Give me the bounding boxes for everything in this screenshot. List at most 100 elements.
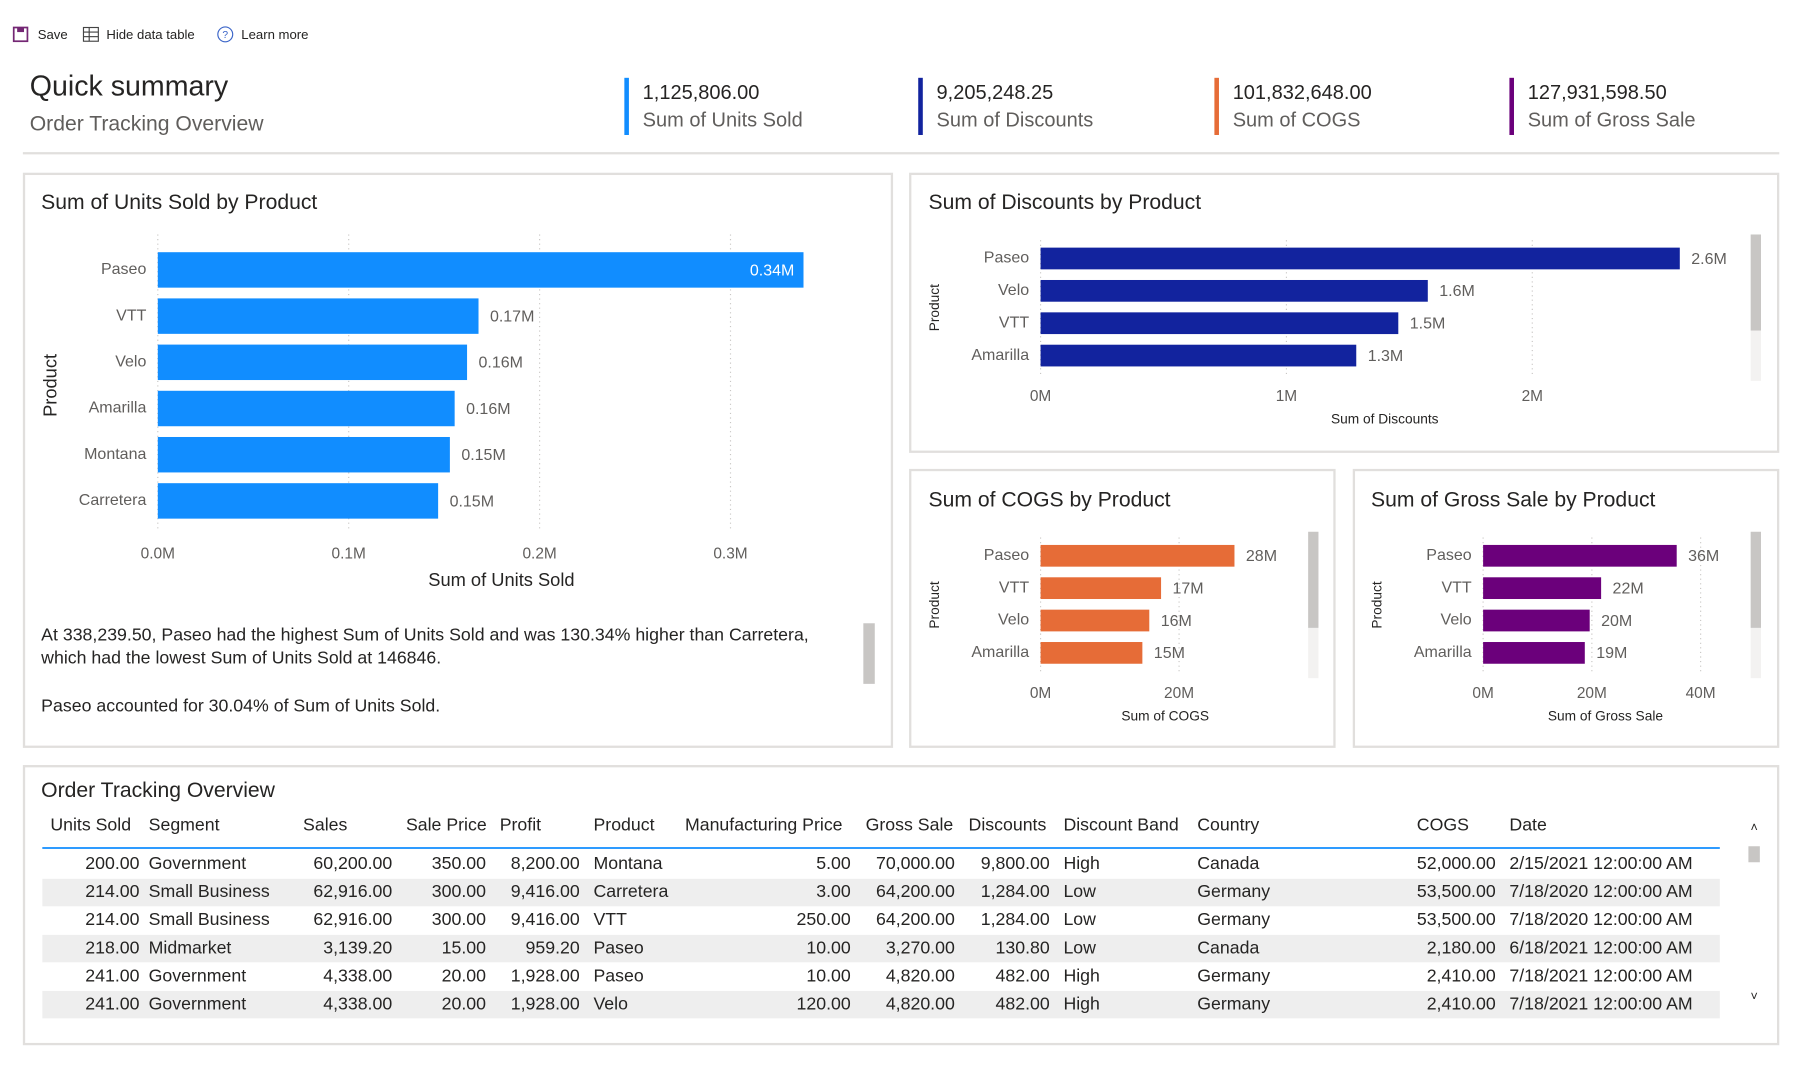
table-cell: Velo	[593, 993, 628, 1013]
table-cell: 241.00	[85, 993, 139, 1013]
column-header[interactable]: Discount Band	[1063, 814, 1178, 834]
bar	[1040, 312, 1399, 335]
save-icon-detail	[17, 27, 25, 33]
table-cell: 4,338.00	[323, 993, 392, 1013]
value-label: 0.17M	[490, 308, 534, 325]
row-stripe	[42, 934, 1720, 963]
value-label: 36M	[1688, 548, 1719, 565]
x-tick-label: 0.0M	[141, 546, 175, 563]
table-cell: Carretera	[593, 881, 668, 901]
category-label: Montana	[84, 446, 146, 463]
x-tick-label: 0.2M	[522, 546, 556, 563]
value-label: 0.16M	[466, 401, 510, 418]
category-label: Paseo	[984, 547, 1029, 564]
kpi-label: Sum of Units Sold	[643, 110, 803, 132]
narrative-box: At 338,239.50, Paseo had the highest Sum…	[41, 625, 809, 716]
x-axis-title: Sum of COGS	[1121, 709, 1209, 724]
learn-more-button[interactable]: Learn more	[241, 27, 308, 42]
bar	[1040, 609, 1150, 632]
column-header[interactable]: Product	[593, 814, 654, 834]
x-tick-label: 0M	[1472, 685, 1493, 702]
scroll-up[interactable]: ˄	[1750, 820, 1757, 834]
value-label: 16M	[1161, 613, 1192, 630]
y-axis-title: Product	[39, 354, 60, 417]
table-cell: High	[1063, 965, 1099, 985]
value-label: 17M	[1173, 581, 1204, 598]
column-header[interactable]: Date	[1509, 814, 1547, 834]
table-cell: High	[1063, 993, 1099, 1013]
value-label: 1.6M	[1439, 283, 1475, 300]
x-tick-label: 1M	[1276, 388, 1297, 405]
page-subtitle: Order Tracking Overview	[30, 112, 265, 135]
category-label: Velo	[1441, 612, 1472, 629]
category-label: VTT	[999, 314, 1029, 331]
chart-title: Sum of Units Sold by Product	[41, 191, 317, 214]
scrollbar-thumb[interactable]	[1750, 531, 1761, 628]
bar	[1483, 577, 1602, 600]
y-axis-title: Product	[927, 581, 942, 628]
row-stripe	[42, 990, 1720, 1019]
category-label: Carretera	[79, 492, 147, 509]
kpi-label: Sum of Gross Sale	[1528, 110, 1696, 132]
bar	[157, 252, 804, 288]
table-cell: 959.20	[526, 937, 580, 957]
scrollbar-thumb[interactable]	[1750, 234, 1761, 331]
kpi-value: 127,931,598.50	[1528, 82, 1667, 104]
bar	[1040, 279, 1428, 302]
help-icon-mark: ?	[222, 30, 228, 41]
scrollbar-thumb[interactable]	[1308, 531, 1319, 628]
table-cell: Government	[149, 853, 247, 873]
help-icon	[217, 26, 234, 43]
y-axis-title: Product	[927, 284, 942, 331]
table-cell: Paseo	[593, 937, 643, 957]
column-header[interactable]: Gross Sale	[866, 814, 954, 834]
column-header[interactable]: COGS	[1417, 814, 1469, 834]
category-label: Velo	[115, 354, 146, 371]
table-cell: 218.00	[85, 937, 139, 957]
kpi-accent	[1214, 77, 1219, 135]
table-cell: Low	[1063, 909, 1096, 929]
bar	[1040, 247, 1680, 270]
table-cell: 3.00	[816, 881, 851, 901]
category-label: Amarilla	[971, 347, 1029, 364]
narrative-text: At 338,239.50, Paseo had the highest Sum…	[41, 625, 809, 668]
column-header[interactable]: Sales	[303, 814, 347, 834]
column-header[interactable]: Sale Price	[406, 814, 487, 834]
save-button[interactable]: Save	[38, 27, 68, 42]
scrollbar-thumb[interactable]	[1748, 846, 1760, 863]
table-cell: Canada	[1197, 853, 1259, 873]
row-stripe	[42, 878, 1720, 907]
table-cell: 64,200.00	[876, 909, 955, 929]
table-cell: 130.80	[996, 937, 1050, 957]
table-cell: 60,200.00	[313, 853, 392, 873]
column-header[interactable]: Discounts	[969, 814, 1047, 834]
value-label: 22M	[1613, 581, 1644, 598]
x-tick-label: 20M	[1577, 685, 1607, 702]
table-cell: 7/18/2020 12:00:00 AM	[1509, 881, 1692, 901]
table-cell: 52,000.00	[1417, 853, 1496, 873]
table-cell: Low	[1063, 937, 1096, 957]
column-header[interactable]: Country	[1197, 814, 1259, 834]
table-cell: 2/15/2021 12:00:00 AM	[1509, 853, 1692, 873]
column-header[interactable]: Manufacturing Price	[685, 814, 843, 834]
column-header[interactable]: Units Sold	[50, 814, 131, 834]
column-header[interactable]: Segment	[149, 814, 220, 834]
hide-table-button[interactable]: Hide data table	[106, 27, 194, 42]
chart-title: Sum of Discounts by Product	[929, 191, 1202, 214]
table-cell: Low	[1063, 881, 1096, 901]
column-header[interactable]: Profit	[500, 814, 541, 834]
table-cell: Midmarket	[149, 937, 232, 957]
table-cell: 5.00	[816, 853, 851, 873]
table-cell: 300.00	[432, 909, 486, 929]
table-cell: 250.00	[797, 909, 851, 929]
category-label: Velo	[998, 282, 1029, 299]
table-cell: 350.00	[432, 853, 486, 873]
table-cell: Small Business	[149, 881, 270, 901]
table-cell: 62,916.00	[313, 881, 392, 901]
scrollbar-thumb[interactable]	[863, 623, 875, 684]
scroll-down[interactable]: ˅	[1750, 990, 1757, 1004]
bar	[157, 436, 450, 473]
kpi-accent	[918, 77, 923, 135]
table-cell: 1,284.00	[981, 881, 1050, 901]
